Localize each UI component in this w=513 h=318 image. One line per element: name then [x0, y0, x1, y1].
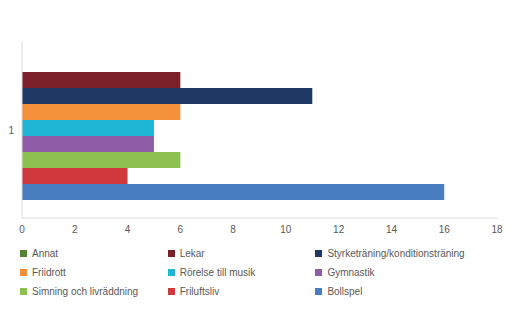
- svg-text:12: 12: [333, 224, 345, 235]
- svg-text:14: 14: [386, 224, 398, 235]
- html-text:Gymnastik: Gymnastik: [327, 267, 375, 278]
- html-text:Styrketräning/konditionstränin: Styrketräning/konditionsträning: [327, 248, 465, 259]
- html-text:Lekar: Lekar: [179, 248, 205, 259]
- svg-text:18: 18: [491, 224, 503, 235]
- html-text:Bollspel: Bollspel: [327, 286, 363, 297]
- html-text:Simning och livräddning: Simning och livräddning: [32, 286, 139, 297]
- html-text:Rörelse till musik: Rörelse till musik: [179, 267, 256, 278]
- svg-text:10: 10: [280, 224, 292, 235]
- svg-text:1: 1: [8, 125, 14, 136]
- svg-text:6: 6: [178, 224, 184, 235]
- svg-text:16: 16: [439, 224, 451, 235]
- svg-text:4: 4: [125, 224, 131, 235]
- svg-text:2: 2: [72, 224, 78, 235]
- svg-text:8: 8: [230, 224, 236, 235]
- html-text:Annat: Annat: [32, 248, 59, 259]
- svg-text:0: 0: [19, 224, 25, 235]
- html-text:Friidrott: Friidrott: [32, 267, 66, 278]
- html-text:Friluftsliv: Friluftsliv: [179, 286, 220, 297]
